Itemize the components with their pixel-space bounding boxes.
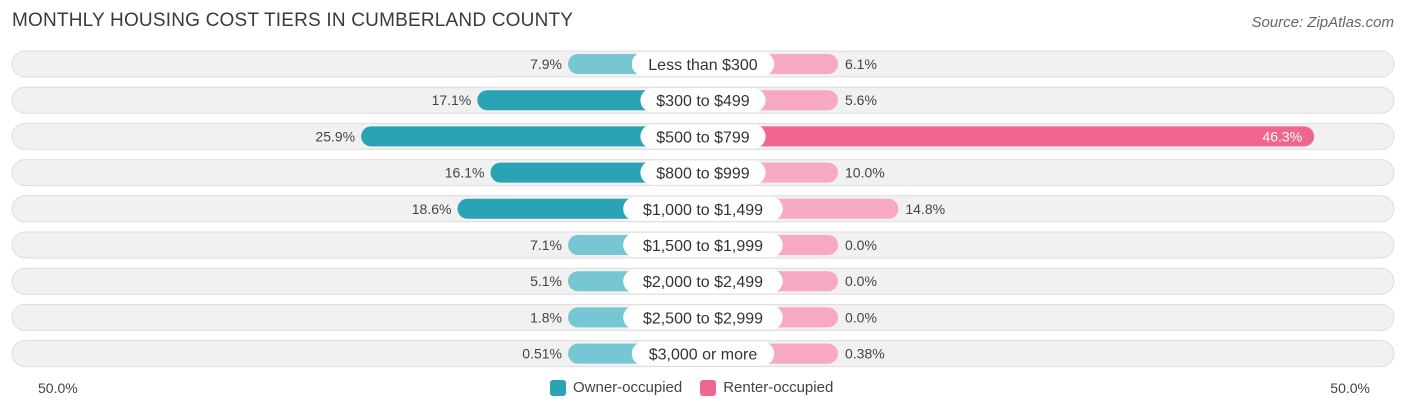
category-pill — [623, 269, 783, 294]
category-pill — [640, 160, 766, 185]
chart-title: MONTHLY HOUSING COST TIERS IN CUMBERLAND… — [12, 10, 574, 31]
category-label: $2,500 to $2,999 — [643, 310, 763, 327]
legend-label-owner: Owner-occupied — [573, 379, 683, 396]
legend-item-owner: Owner-occupied — [550, 379, 682, 396]
category-pill — [640, 88, 766, 113]
category-label: $1,000 to $1,499 — [643, 202, 763, 219]
owner-value-label: 0.51% — [522, 346, 562, 362]
renter-value-label: 0.0% — [845, 237, 877, 253]
owner-bar — [361, 126, 703, 147]
renter-value-label: 5.6% — [845, 92, 877, 108]
category-label: $3,000 or more — [649, 347, 758, 364]
renter-value-label: 6.1% — [845, 56, 877, 72]
category-label: $300 to $499 — [656, 93, 750, 110]
legend-swatch-owner — [550, 379, 566, 396]
category-pill — [640, 124, 766, 149]
category-label: Less than $300 — [648, 57, 758, 74]
renter-bar — [703, 126, 1315, 147]
owner-value-label: 7.1% — [530, 237, 562, 253]
renter-value-label: 0.38% — [845, 346, 885, 362]
owner-value-label: 7.9% — [530, 56, 562, 72]
legend-swatch-renter — [700, 379, 717, 396]
category-pill — [623, 233, 783, 257]
renter-value-label: 0.0% — [845, 309, 877, 325]
owner-value-label: 16.1% — [445, 165, 485, 181]
category-pill — [623, 305, 783, 330]
legend: Owner-occupied Renter-occupied — [550, 379, 851, 396]
category-label: $500 to $799 — [656, 129, 750, 146]
owner-value-label: 1.8% — [530, 309, 562, 325]
renter-value-label: 10.0% — [845, 165, 885, 181]
legend-label-renter: Renter-occupied — [723, 379, 834, 396]
owner-value-label: 25.9% — [315, 128, 355, 144]
source-label: Source: ZipAtlas.com — [1251, 14, 1394, 31]
category-label: $1,500 to $1,999 — [643, 238, 763, 255]
owner-value-label: 5.1% — [530, 273, 562, 289]
legend-item-renter: Renter-occupied — [700, 379, 833, 396]
axis-right-label: 50.0% — [1330, 380, 1370, 396]
axis-left-label: 50.0% — [38, 380, 78, 396]
owner-value-label: 17.1% — [432, 92, 472, 108]
renter-value-label: 14.8% — [905, 201, 945, 217]
category-label: $800 to $999 — [656, 166, 750, 183]
owner-value-label: 18.6% — [412, 201, 452, 217]
category-pill — [623, 196, 783, 221]
category-pill — [631, 341, 775, 366]
category-label: $2,000 to $2,499 — [643, 274, 763, 291]
renter-value-label: 46.3% — [1262, 128, 1302, 144]
renter-value-label: 0.0% — [845, 273, 877, 289]
category-pill — [631, 52, 775, 76]
